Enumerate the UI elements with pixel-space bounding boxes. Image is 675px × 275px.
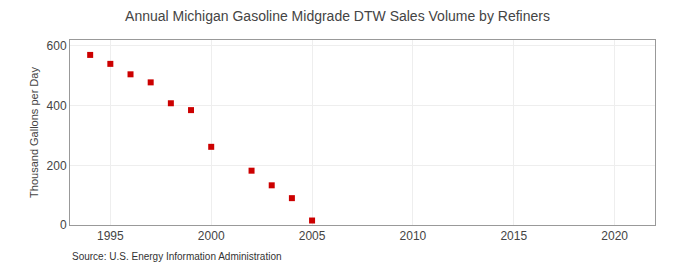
svg-text:200: 200	[47, 159, 67, 173]
svg-text:2015: 2015	[500, 229, 527, 243]
svg-text:1995: 1995	[97, 229, 124, 243]
svg-text:Source: U.S. Energy Informatio: Source: U.S. Energy Information Administ…	[72, 251, 282, 262]
svg-text:Thousand Gallons per Day: Thousand Gallons per Day	[28, 67, 40, 198]
svg-text:2000: 2000	[198, 229, 225, 243]
svg-text:2005: 2005	[299, 229, 326, 243]
svg-text:400: 400	[47, 99, 67, 113]
svg-text:Annual Michigan Gasoline Midgr: Annual Michigan Gasoline Midgrade DTW Sa…	[125, 8, 550, 24]
svg-text:0: 0	[60, 218, 67, 232]
svg-text:600: 600	[47, 39, 67, 53]
svg-text:2010: 2010	[400, 229, 427, 243]
svg-text:2020: 2020	[601, 229, 628, 243]
